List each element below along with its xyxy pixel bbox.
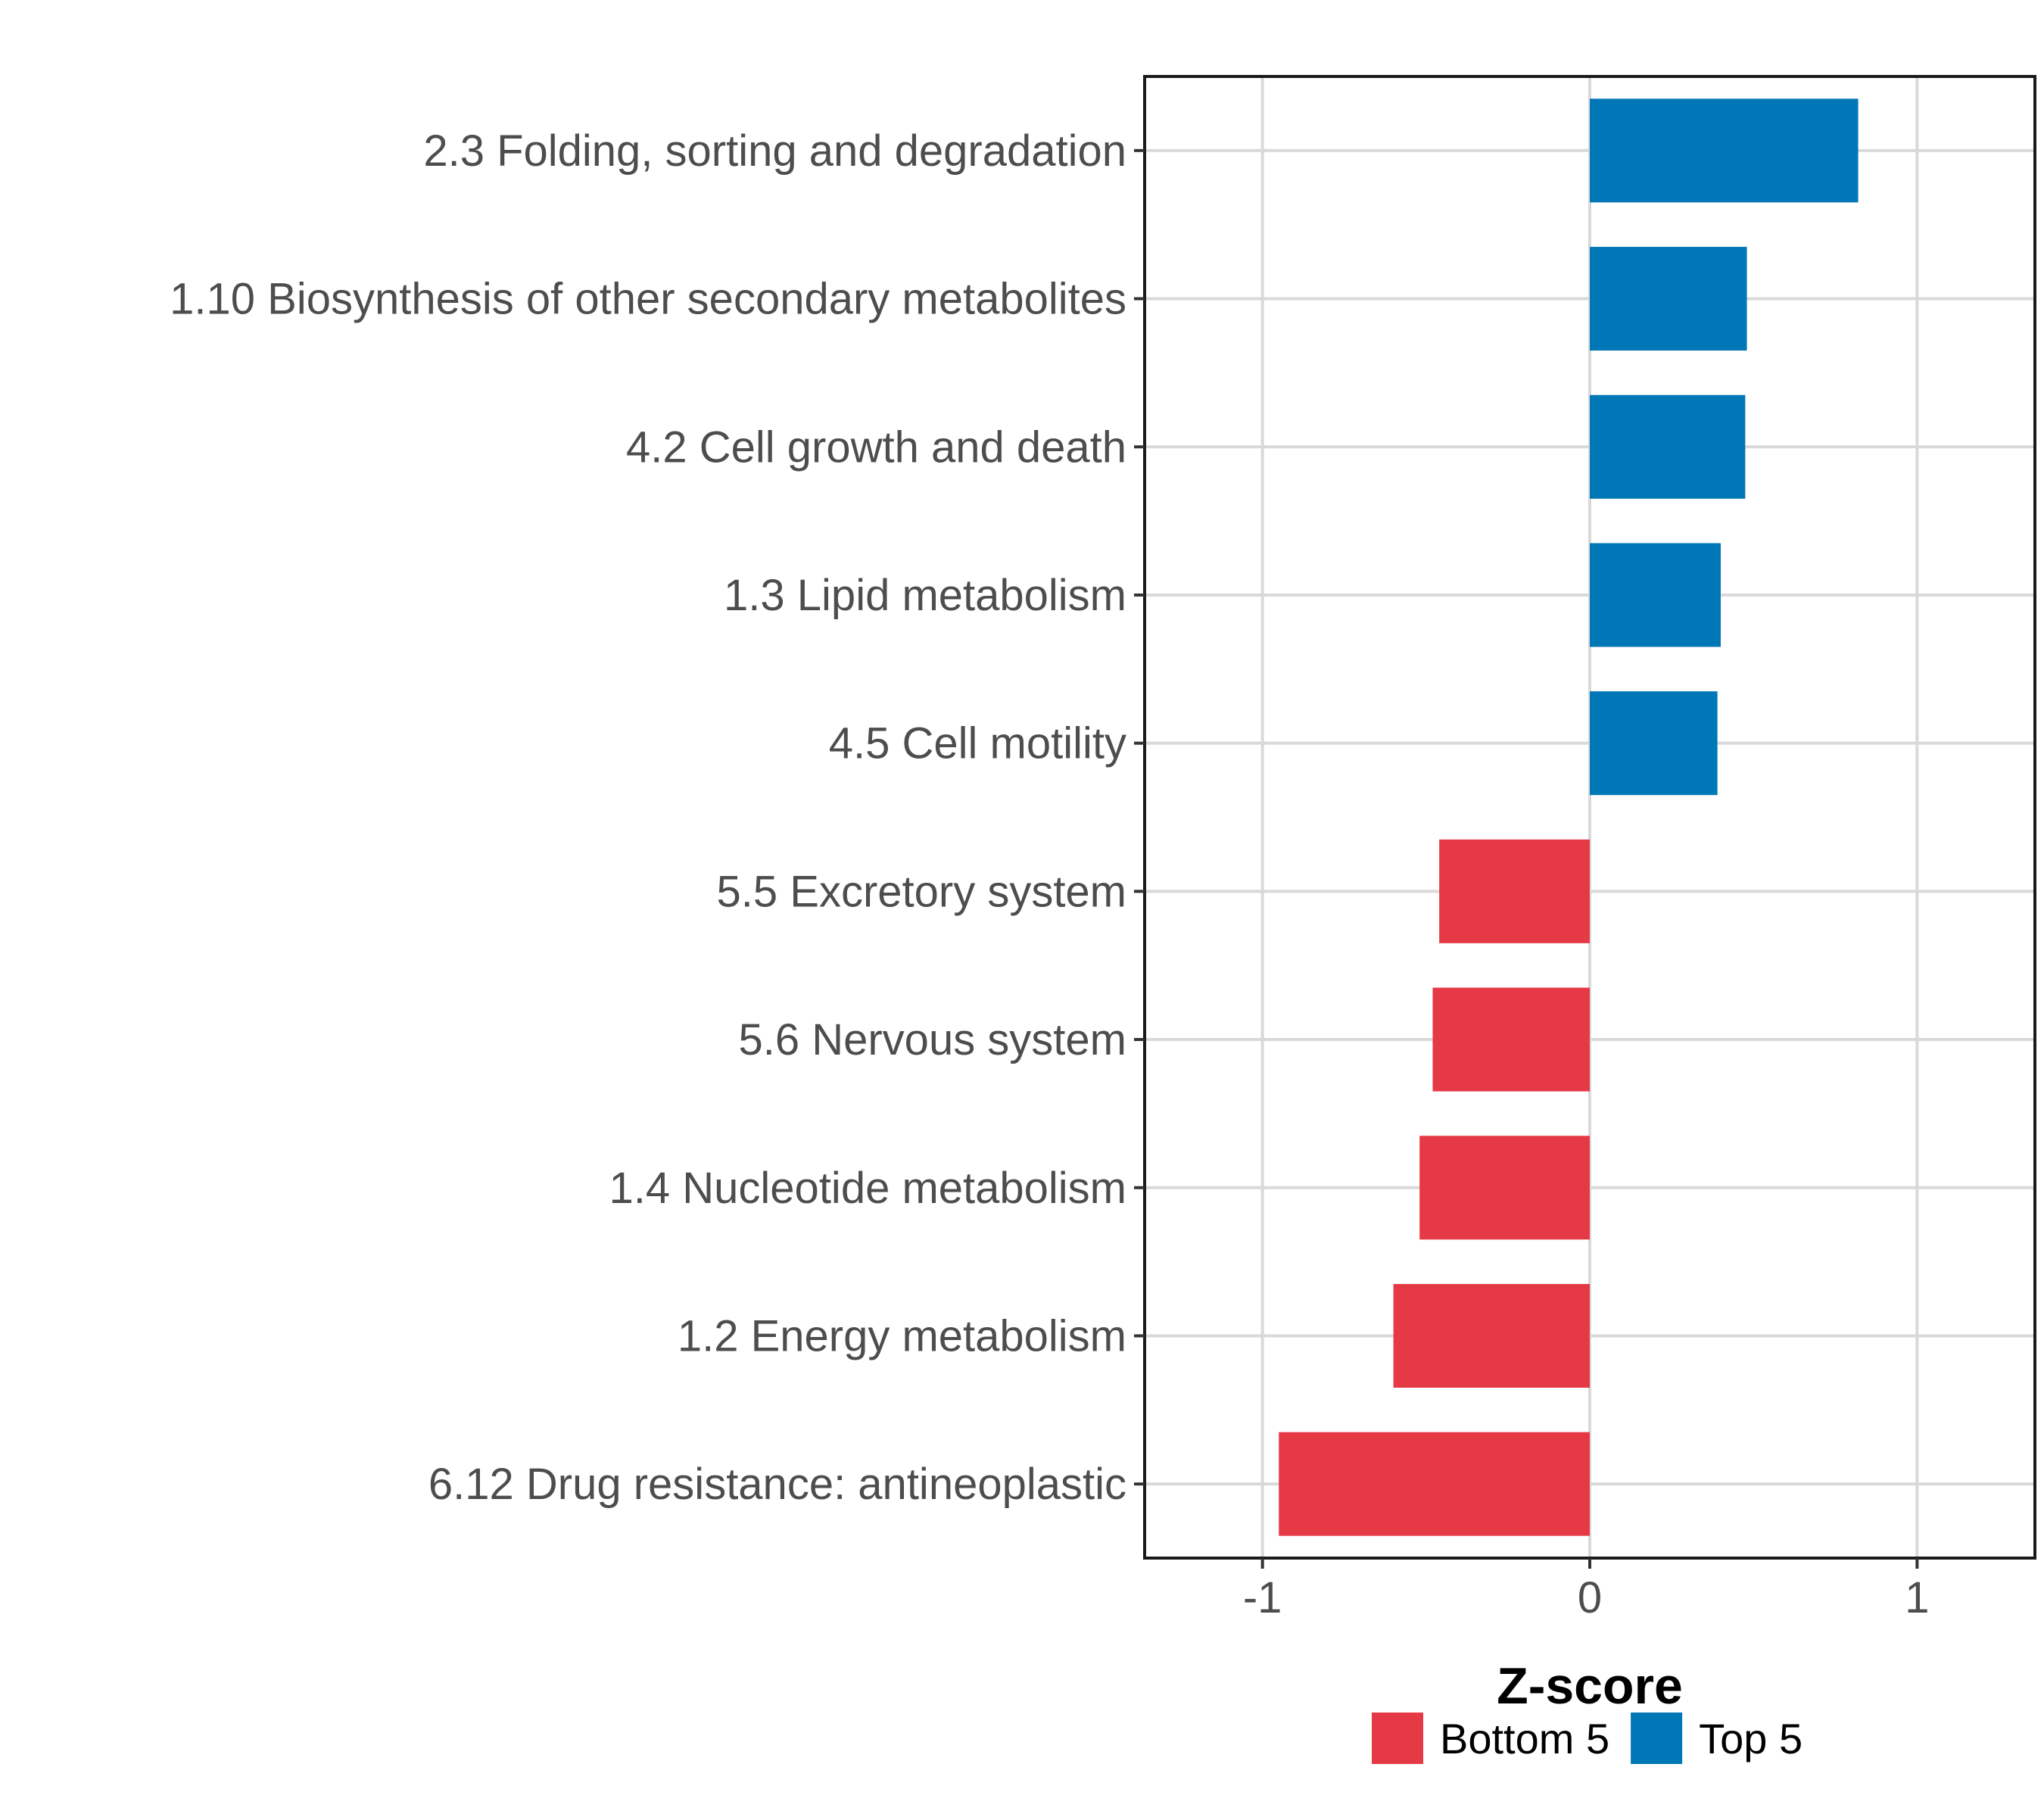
category-label: 1.3 Lipid metabolism [724,571,1126,620]
category-label: 5.6 Nervous system [738,1015,1126,1064]
category-label: 2.3 Folding, sorting and degradation [423,126,1126,176]
x-axis: -1 0 1 [1243,1558,1929,1622]
category-label: 4.5 Cell motility [829,719,1126,768]
bar [1439,839,1590,943]
legend-label: Top 5 [1699,1715,1803,1762]
category-label: 1.10 Biosynthesis of other secondary met… [170,275,1126,324]
bar [1419,1136,1590,1240]
legend-key [1631,1713,1683,1764]
bar [1393,1283,1590,1388]
category-axis: 2.3 Folding, sorting and degradation 1.10… [170,126,1145,1509]
bar [1590,247,1747,351]
bars [1279,98,1859,1536]
category-label: 1.4 Nucleotide metabolism [609,1164,1126,1213]
category-label: 6.12 Drug resistance: antineoplastic [428,1460,1126,1509]
legend-key [1372,1713,1423,1764]
category-label: 4.2 Cell growth and death [626,422,1126,472]
x-tick-label: 1 [1905,1573,1929,1622]
bar [1590,691,1718,796]
bar [1432,987,1590,1092]
bar [1590,98,1859,203]
category-label: 5.5 Excretory system [717,867,1126,916]
category-label: 1.2 Energy metabolism [678,1311,1126,1360]
bar [1590,394,1746,499]
x-axis-title: Z-score [1497,1657,1683,1715]
x-tick-label: -1 [1243,1573,1282,1622]
bar [1279,1432,1590,1536]
bar [1590,543,1721,647]
legend: Bottom 5 Top 5 [1372,1713,1803,1764]
legend-label: Bottom 5 [1440,1715,1609,1762]
x-tick-label: 0 [1578,1573,1602,1622]
